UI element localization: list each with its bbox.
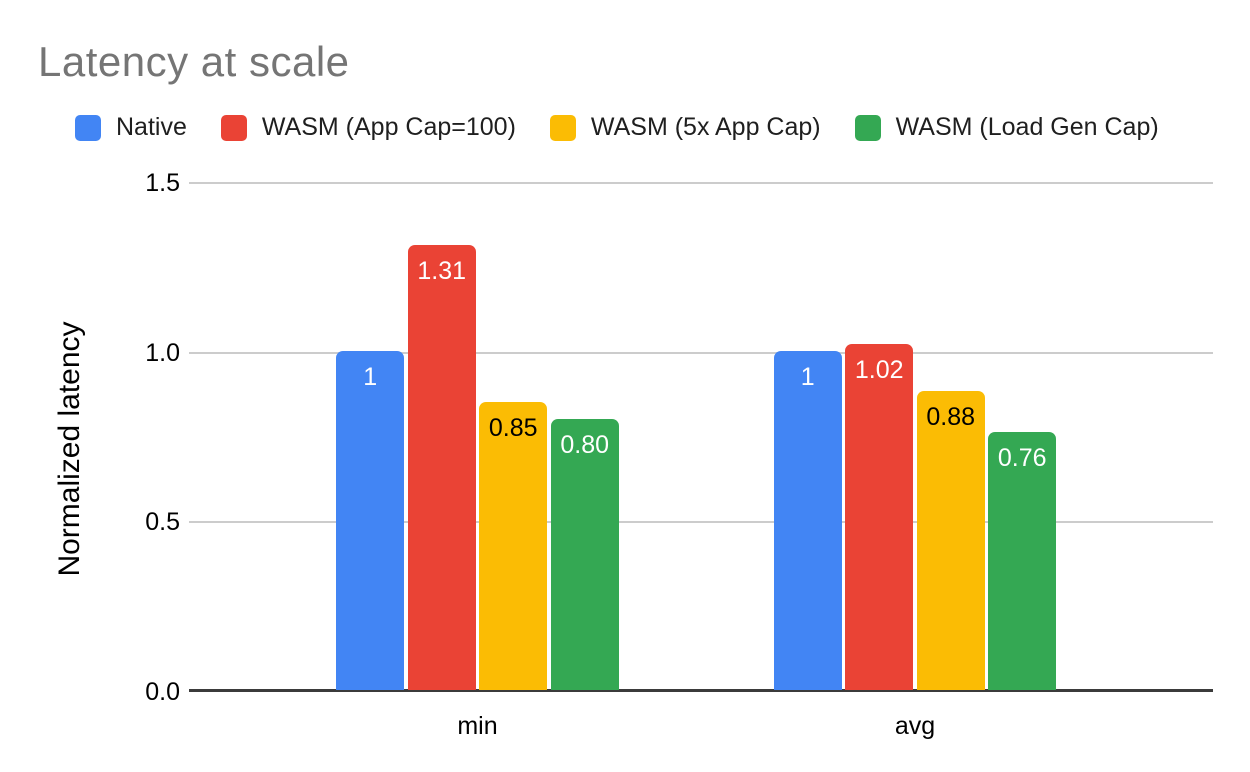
bar-wasm-5x-app-cap-min: 0.85 bbox=[479, 402, 548, 690]
bar-wasm-load-gen-cap-min: 0.80 bbox=[550, 419, 619, 690]
legend-swatch-icon bbox=[854, 114, 881, 141]
bar-value-label: 1.02 bbox=[854, 356, 904, 384]
bar-wasm-app-cap-100-avg: 1.02 bbox=[845, 344, 914, 690]
bar-value-label: 0.88 bbox=[926, 403, 976, 431]
plot-area: 1 1.31 0.85 0.80 1 1.02 0.88 0.76 bbox=[189, 182, 1213, 692]
bar-wasm-5x-app-cap-avg: 0.88 bbox=[916, 391, 985, 690]
legend-item-wasm-app-cap-100: WASM (App Cap=100) bbox=[220, 113, 516, 142]
legend-label: WASM (5x App Cap) bbox=[590, 113, 821, 141]
bar-value-label: 1 bbox=[800, 363, 815, 391]
gridline bbox=[189, 182, 1213, 184]
legend-swatch-icon bbox=[220, 114, 247, 141]
bar-value-label: 1.31 bbox=[417, 257, 467, 285]
gridline bbox=[189, 521, 1213, 523]
legend-item-wasm-5x-app-cap: WASM (5x App Cap) bbox=[549, 113, 821, 142]
legend-item-native: Native bbox=[75, 113, 187, 142]
chart-title: Latency at scale bbox=[38, 38, 350, 85]
bar-wasm-load-gen-cap-avg: 0.76 bbox=[988, 432, 1057, 690]
bar-value-label: 0.80 bbox=[560, 431, 610, 459]
legend-swatch-icon bbox=[75, 114, 101, 141]
y-tick-label: 0.5 bbox=[145, 508, 180, 537]
x-axis-line bbox=[189, 689, 1213, 692]
bar-wasm-app-cap-100-min: 1.31 bbox=[407, 245, 476, 690]
x-tick-label-min: min bbox=[457, 712, 498, 740]
y-tick-label: 1.0 bbox=[145, 338, 180, 367]
legend-item-wasm-load-gen-cap: WASM (Load Gen Cap) bbox=[854, 113, 1159, 142]
y-tick-label: 0.0 bbox=[145, 678, 180, 706]
legend-swatch-icon bbox=[549, 114, 576, 141]
y-tick-label: 1.5 bbox=[145, 169, 180, 197]
legend: Native WASM (App Cap=100) WASM (5x App Cap… bbox=[75, 113, 1159, 142]
x-tick-label-avg: avg bbox=[894, 712, 936, 740]
legend-label: Native bbox=[116, 113, 187, 141]
bar-value-label: 0.76 bbox=[997, 444, 1047, 472]
gridline bbox=[189, 352, 1213, 354]
legend-label: WASM (Load Gen Cap) bbox=[895, 113, 1159, 141]
bar-native-avg: 1 bbox=[773, 351, 842, 690]
bar-value-label: 0.85 bbox=[488, 414, 538, 442]
bar-value-label: 1 bbox=[363, 363, 378, 391]
bar-native-min: 1 bbox=[336, 351, 405, 690]
legend-label: WASM (App Cap=100) bbox=[261, 113, 516, 141]
